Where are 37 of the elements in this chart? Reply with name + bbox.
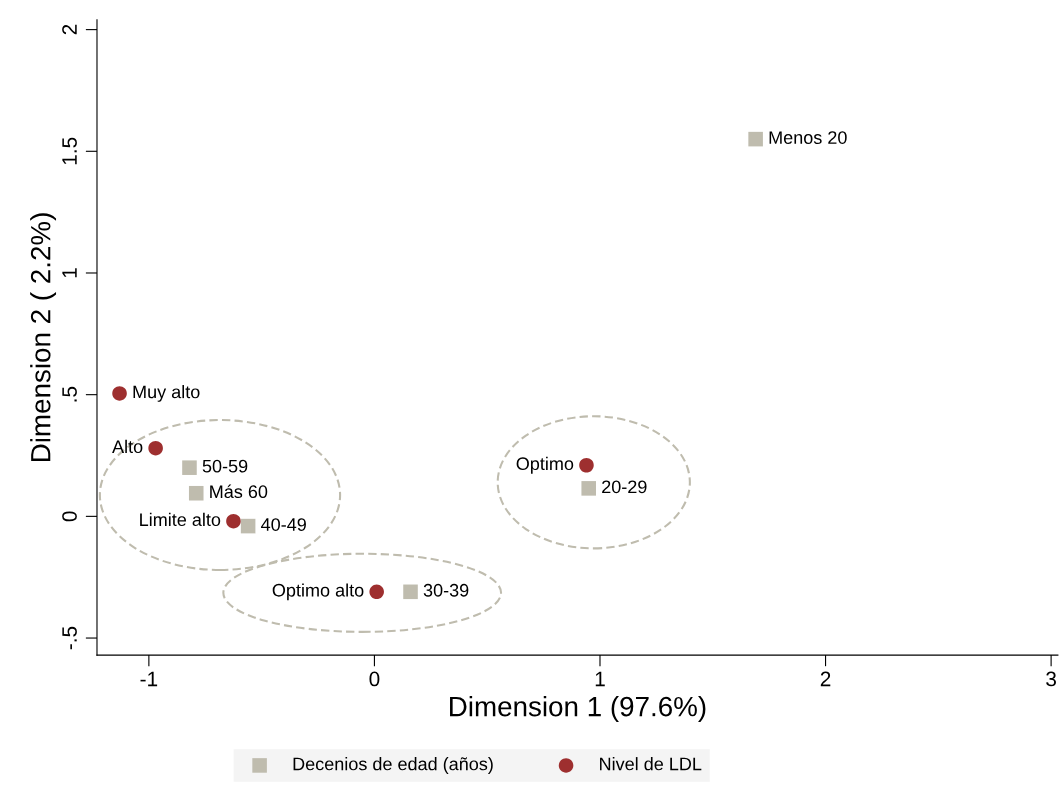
x-axis-title: Dimension 1 (97.6%) bbox=[450, 696, 706, 722]
y-tick-label: 1.5 bbox=[62, 137, 77, 165]
annotation: 20-29 bbox=[602, 480, 647, 494]
legend-label: Nivel de LDL bbox=[600, 757, 702, 771]
point bbox=[579, 457, 594, 473]
x-tick-label: 0 bbox=[369, 671, 380, 687]
annotation: Optimo bbox=[516, 456, 574, 474]
point bbox=[112, 386, 127, 401]
point bbox=[188, 485, 204, 501]
point bbox=[226, 513, 241, 529]
y-axis-title: Dimension 2 ( 2.2%) bbox=[30, 213, 57, 462]
x-tick-label: 3 bbox=[1046, 671, 1056, 687]
x-tick-label: 1 bbox=[595, 671, 605, 687]
point bbox=[403, 584, 418, 600]
x-tick-label: -1 bbox=[140, 671, 158, 687]
point bbox=[369, 584, 384, 600]
point bbox=[581, 481, 596, 496]
point bbox=[748, 131, 763, 147]
annotation: Menos 20 bbox=[769, 131, 847, 144]
annotation: 30-39 bbox=[423, 583, 469, 597]
annotation: Alto bbox=[112, 439, 143, 454]
y-tick-label: 2 bbox=[62, 24, 77, 35]
y-tick-label: .5 bbox=[62, 386, 77, 402]
y-tick-label: -.5 bbox=[62, 626, 77, 650]
y-tick-label: 0 bbox=[62, 511, 77, 522]
point bbox=[182, 460, 197, 475]
annotation: Limite alto bbox=[140, 512, 221, 527]
x-tick-label: 2 bbox=[820, 671, 831, 687]
annotation: 50-59 bbox=[202, 459, 248, 473]
annotation: 40-49 bbox=[261, 518, 306, 531]
y-tick-label: 1 bbox=[62, 268, 77, 278]
point bbox=[240, 518, 256, 534]
annotation: Más 60 bbox=[210, 484, 268, 499]
annotation: Optimo alto bbox=[272, 583, 364, 601]
legend-label: Decenios de edad (años) bbox=[293, 757, 493, 774]
annotation: Muy alto bbox=[133, 385, 200, 402]
point bbox=[148, 440, 163, 456]
